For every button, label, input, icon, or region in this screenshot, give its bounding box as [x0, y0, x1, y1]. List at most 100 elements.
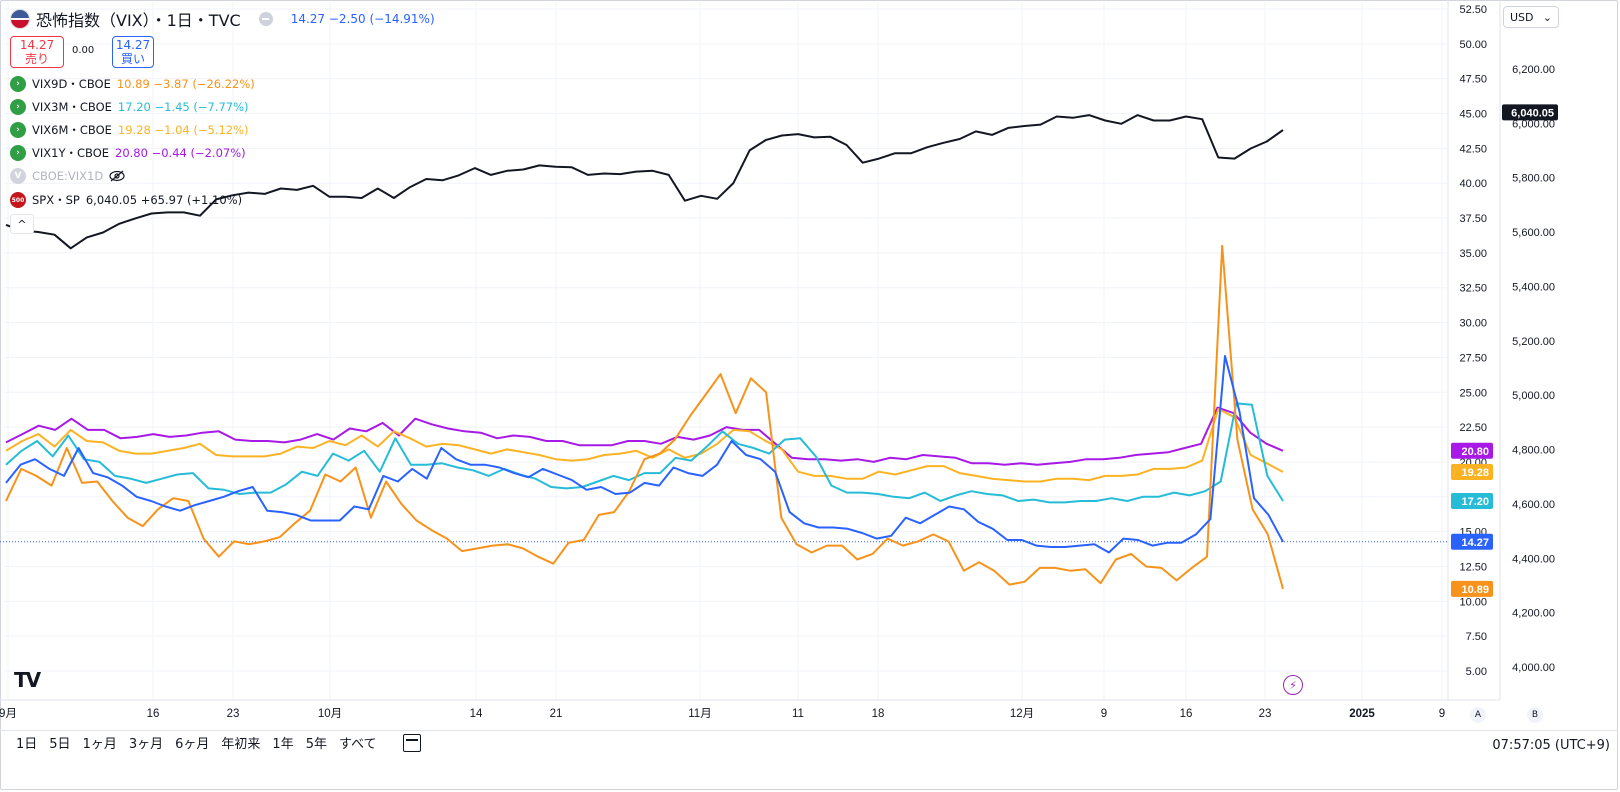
green-arrow-icon: ›	[10, 99, 26, 115]
x-axis-tick-label: 21	[550, 708, 563, 720]
calendar-icon[interactable]	[403, 734, 421, 752]
lightning-icon[interactable]: ⚡	[1283, 675, 1303, 695]
price-tag-vix9d	[1451, 580, 1493, 597]
legend-values: 20.80 −0.44 (−2.07%)	[115, 146, 246, 160]
legend-row[interactable]: V CBOE:VIX1D	[10, 166, 125, 186]
right-axis-tick-label: 5,800.00	[1512, 173, 1555, 185]
series-line-vix	[5, 355, 1284, 554]
right-axis-tick-label: 4,400.00	[1512, 553, 1555, 565]
legend-symbol: SPX・SP	[32, 193, 80, 207]
range-buttons: 1日 5日 1ヶ月 3ヶ月 6ヶ月 年初来 1年 5年 すべて	[10, 736, 383, 754]
price-tag-label: 17.20	[1461, 496, 1489, 508]
x-axis-tick-label: 2025	[1349, 708, 1375, 720]
series-line-vix9d	[5, 244, 1284, 590]
currency-select[interactable]: USD ⌄	[1503, 6, 1559, 28]
left-axis-tick-label: 5.00	[1466, 666, 1487, 678]
buy-button[interactable]: 14.27 買い	[112, 36, 154, 68]
range-button[interactable]: 年初来	[221, 737, 261, 752]
legend-row[interactable]: › VIX3M・CBOE 17.20 −1.45 (−7.77%)	[10, 97, 249, 117]
price-tag-vix	[1451, 533, 1493, 550]
x-axis-tick-label: 18	[872, 708, 885, 720]
left-axis-tick-label: 37.50	[1459, 213, 1487, 225]
legend-symbol: CBOE:VIX1D	[32, 169, 104, 183]
buy-price: 14.27	[115, 38, 151, 52]
x-axis-tick-label: 11	[792, 708, 804, 720]
range-button[interactable]: 5日	[49, 737, 71, 752]
left-axis-tick-label: 25.00	[1459, 387, 1487, 399]
x-axis-tick-label: 11月	[688, 708, 711, 720]
legend-values: 17.20 −1.45 (−7.77%)	[117, 100, 249, 114]
tradingview-logo[interactable]: TV	[14, 668, 41, 692]
range-button[interactable]: 5年	[305, 737, 327, 752]
right-axis-tick-label: 5,000.00	[1512, 390, 1555, 402]
us-flag-icon	[10, 9, 30, 29]
price-tag-label: 10.89	[1461, 584, 1489, 596]
range-button[interactable]: 1ヶ月	[82, 737, 117, 752]
scale-b-button[interactable]: B	[1527, 707, 1543, 723]
x-axis-tick-label: 14	[470, 708, 483, 720]
buy-label: 買い	[120, 52, 145, 66]
series-line-vix6m	[5, 408, 1284, 483]
left-axis-tick-label: 47.50	[1459, 74, 1487, 86]
right-axis-tick-label: 4,600.00	[1512, 499, 1555, 511]
left-axis-tick-label: 10.00	[1459, 596, 1487, 608]
minimize-icon[interactable]	[258, 12, 273, 26]
price-tag-vix3m	[1451, 492, 1493, 509]
x-axis-tick-label: 23	[227, 708, 240, 720]
legend-symbol: VIX6M・CBOE	[32, 123, 112, 137]
legend-row[interactable]: 500 SPX・SP 6,040.05 +65.97 (+1.10%)	[10, 190, 242, 210]
legend-row[interactable]: › VIX1Y・CBOE 20.80 −0.44 (−2.07%)	[10, 143, 246, 163]
right-axis-tick-label: 4,200.00	[1512, 608, 1555, 620]
price-tag-spx	[1502, 104, 1558, 121]
range-button[interactable]: すべて	[338, 737, 377, 752]
right-axis-tick-label: 6,200.00	[1512, 64, 1555, 76]
left-axis-tick-label: 12.50	[1459, 561, 1487, 573]
green-arrow-icon: ›	[10, 122, 26, 138]
sell-label: 売り	[24, 52, 49, 66]
red-500-icon: 500	[10, 192, 26, 208]
right-axis-tick-label: 4,000.00	[1512, 662, 1555, 674]
sell-button[interactable]: 14.27 売り	[10, 36, 64, 68]
left-axis-tick-label: 32.50	[1459, 283, 1487, 295]
x-axis-tick-label: 12月	[1010, 708, 1034, 720]
right-axis-tick-label: 4,800.00	[1512, 445, 1555, 457]
symbol-title[interactable]: 恐怖指数（VIX）・1日・TVC	[36, 11, 241, 30]
grey-v-icon: V	[10, 168, 26, 184]
range-button[interactable]: 6ヶ月	[175, 737, 210, 752]
hidden-eye-icon[interactable]	[109, 170, 125, 182]
series-line-vix3m	[5, 402, 1284, 504]
range-button[interactable]: 1年	[272, 737, 294, 752]
legend-row[interactable]: › VIX6M・CBOE 19.28 −1.04 (−5.12%)	[10, 120, 249, 140]
left-axis-tick-label: 45.00	[1459, 109, 1487, 121]
x-axis-tick-label: 23	[1259, 708, 1272, 720]
range-button[interactable]: 3ヶ月	[128, 737, 164, 752]
legend-symbol: VIX9D・CBOE	[32, 77, 111, 91]
collapse-legend-button[interactable]: ^	[10, 214, 34, 234]
legend-row[interactable]: › VIX9D・CBOE 10.89 −3.87 (−26.22%)	[10, 74, 255, 94]
sell-price: 14.27	[19, 38, 55, 52]
right-axis-tick-label: 5,200.00	[1512, 336, 1555, 348]
right-axis-tick-label: 6,000.00	[1512, 118, 1555, 130]
price-tag-vix1y	[1451, 442, 1493, 459]
price-tag-label: 14.27	[1461, 537, 1489, 549]
range-button[interactable]: 1日	[16, 737, 38, 752]
left-axis-tick-label: 7.50	[1466, 631, 1487, 643]
legend-symbol: VIX1Y・CBOE	[32, 146, 110, 160]
left-axis-tick-label: 50.00	[1459, 39, 1487, 51]
x-axis-tick-label: 16	[1180, 708, 1193, 720]
x-axis-tick-label: 9	[1101, 708, 1107, 720]
symbol-header: 恐怖指数（VIX）・1日・TVC 14.27 −2.50 (−14.91%)	[10, 8, 435, 30]
legend-values: 10.89 −3.87 (−26.22%)	[116, 77, 255, 91]
x-axis-tick-label: 16	[147, 708, 160, 720]
price-tag-label: 6,040.05	[1511, 107, 1554, 119]
left-axis-tick-label: 52.50	[1459, 4, 1487, 16]
symbol-price: 14.27 −2.50 (−14.91%)	[290, 12, 435, 26]
legend-values: 19.28 −1.04 (−5.12%)	[117, 123, 249, 137]
bottom-toolbar	[0, 730, 1618, 761]
left-axis-tick-label: 35.00	[1459, 248, 1487, 260]
price-tag-label: 20.80	[1461, 446, 1489, 458]
left-axis-tick-label: 30.00	[1459, 318, 1487, 330]
auto-scale-button[interactable]: A	[1470, 707, 1486, 723]
